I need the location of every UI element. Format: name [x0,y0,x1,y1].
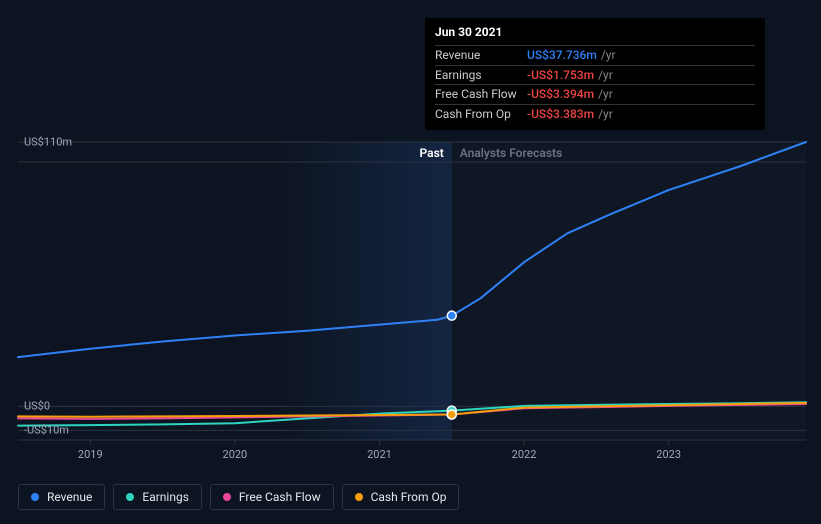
tooltip-row-key: Earnings [435,67,527,84]
legend-dot [223,493,231,501]
tooltip-row-value: -US$3.383m [527,106,594,123]
legend-item-revenue[interactable]: Revenue [18,484,105,510]
tooltip-date: Jun 30 2021 [435,24,755,45]
legend-dot [126,493,134,501]
legend-dot [31,493,39,501]
tooltip-row-suffix: /yr [598,86,613,103]
x-axis-label: 2020 [223,448,248,461]
legend-item-fcf[interactable]: Free Cash Flow [210,484,334,510]
x-axis-label: 2023 [656,448,681,461]
section-label-past: Past [294,146,444,160]
legend-label: Free Cash Flow [239,490,321,504]
legend-label: Revenue [47,490,92,504]
y-axis-label: US$110m [24,136,72,149]
y-axis-label: US$0 [24,400,50,413]
legend-dot [355,493,363,501]
tooltip-row-value: -US$3.394m [527,86,594,103]
tooltip-row-value: US$37.736m [527,47,597,64]
tooltip-row-key: Cash From Op [435,106,527,123]
section-label-forecast: Analysts Forecasts [460,146,562,160]
legend-label: Cash From Op [371,490,447,504]
tooltip-row-value: -US$1.753m [527,67,594,84]
chart-tooltip: Jun 30 2021 RevenueUS$37.736m/yrEarnings… [425,18,765,130]
tooltip-row: Earnings-US$1.753m/yr [435,65,755,85]
marker-revenue [447,311,456,320]
tooltip-row-suffix: /yr [598,67,613,84]
chart-legend: Revenue Earnings Free Cash Flow Cash From O… [18,484,459,510]
x-axis-label: 2021 [367,448,392,461]
tooltip-row-suffix: /yr [598,106,613,123]
tooltip-row: Free Cash Flow-US$3.394m/yr [435,84,755,104]
y-axis-label: -US$10m [24,424,69,437]
legend-item-cfo[interactable]: Cash From Op [342,484,460,510]
tooltip-row-key: Free Cash Flow [435,86,527,103]
marker-cfo [447,410,456,419]
tooltip-row: Cash From Op-US$3.383m/yr [435,104,755,124]
tooltip-row-key: Revenue [435,47,527,64]
tooltip-row-suffix: /yr [601,47,616,64]
tooltip-row: RevenueUS$37.736m/yr [435,45,755,65]
x-axis-label: 2019 [78,448,103,461]
legend-label: Earnings [142,490,189,504]
legend-item-earnings[interactable]: Earnings [113,484,202,510]
x-axis-label: 2022 [512,448,537,461]
